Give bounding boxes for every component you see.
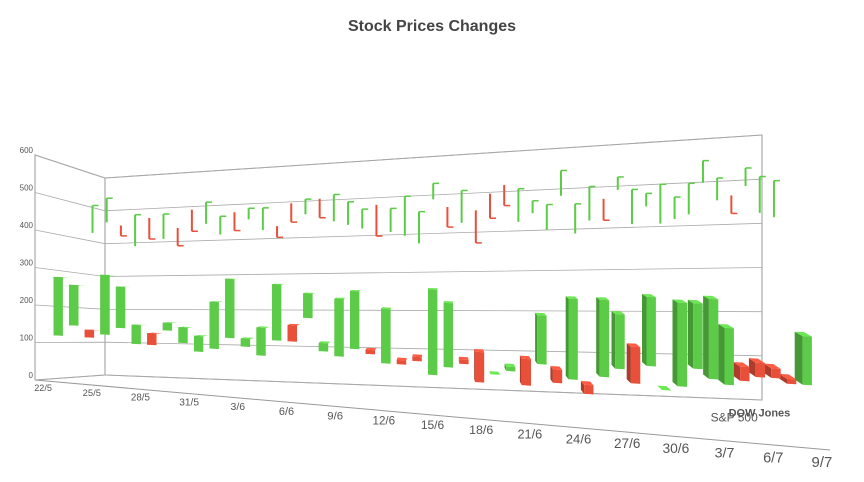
bar-side <box>520 356 522 386</box>
bar <box>725 328 734 385</box>
bar <box>350 291 359 349</box>
bar <box>506 367 515 372</box>
bar <box>678 303 687 387</box>
x-tick-label: 3/7 <box>715 446 735 462</box>
bar <box>241 339 250 348</box>
bar <box>147 333 156 345</box>
bar-side <box>612 311 616 369</box>
bar <box>85 330 94 338</box>
x-tick-label: 3/6 <box>231 401 246 413</box>
bar <box>740 367 749 382</box>
x-tick-label: 25/5 <box>83 387 101 398</box>
bar-side <box>627 343 631 383</box>
y-tick-label: 0 <box>29 371 34 380</box>
x-tick-label: 30/6 <box>662 441 689 456</box>
bar <box>334 299 343 357</box>
y-tick-label: 100 <box>20 334 34 343</box>
bar <box>381 309 390 364</box>
bar <box>194 336 203 352</box>
y-tick-label: 300 <box>20 259 34 268</box>
x-tick-label: 27/6 <box>614 436 640 451</box>
bar <box>647 297 656 367</box>
bar <box>569 299 578 380</box>
series-label: DOW Jones <box>729 408 791 420</box>
bar-top <box>489 371 500 375</box>
x-tick-label: 22/5 <box>34 383 52 393</box>
x-tick-label: 28/5 <box>131 393 151 404</box>
y-tick-label: 600 <box>20 146 34 155</box>
x-tick-label: 31/5 <box>179 397 199 408</box>
grid-line <box>35 223 762 243</box>
bar <box>163 323 172 331</box>
bar <box>397 360 406 365</box>
bar-side <box>535 313 537 364</box>
grid-line <box>35 179 762 211</box>
bar <box>256 328 265 356</box>
bar <box>803 336 812 385</box>
grid-line <box>35 135 762 178</box>
bar-side <box>596 297 600 377</box>
bar <box>709 299 718 380</box>
grid-line <box>35 268 762 277</box>
x-tick-label: 24/6 <box>566 431 591 446</box>
x-tick-label: 15/6 <box>421 418 445 432</box>
bar <box>756 363 765 378</box>
bar <box>584 385 593 395</box>
bar-side <box>673 299 678 386</box>
bar <box>615 314 624 369</box>
bar-top <box>657 386 671 391</box>
bar <box>787 379 796 384</box>
bar <box>366 350 375 355</box>
bar <box>428 290 437 376</box>
side-wall <box>35 155 105 380</box>
bar <box>69 285 78 326</box>
bar <box>537 315 546 364</box>
bar <box>272 284 281 341</box>
bar-side <box>703 296 709 379</box>
x-tick-label: 12/6 <box>373 414 396 427</box>
bar <box>522 359 531 386</box>
bar-side <box>688 300 694 369</box>
x-tick-label: 9/7 <box>812 455 833 471</box>
bar <box>303 293 312 318</box>
bar <box>412 357 421 362</box>
y-tick-label: 500 <box>20 184 34 193</box>
bar <box>553 369 562 383</box>
x-tick-label: 6/6 <box>279 406 294 418</box>
x-tick-label: 18/6 <box>469 423 493 437</box>
bar <box>459 359 468 364</box>
bar <box>100 275 109 335</box>
x-tick-label: 9/6 <box>327 411 343 423</box>
bar-side <box>642 294 647 366</box>
chart-title: Stock Prices Changes <box>348 18 516 35</box>
bar <box>210 302 219 349</box>
x-tick-label: 6/7 <box>763 450 783 466</box>
bar <box>475 352 484 383</box>
bar <box>116 287 125 329</box>
bar <box>631 347 640 384</box>
bar <box>600 300 609 378</box>
bar-side <box>718 324 724 385</box>
bar-side <box>566 296 569 379</box>
bar-side <box>474 349 475 382</box>
bar <box>132 325 141 345</box>
x-tick-label: 21/6 <box>517 428 542 442</box>
bar-top <box>444 301 454 303</box>
bar-top <box>428 288 437 290</box>
bar <box>288 325 297 342</box>
bar <box>54 277 63 336</box>
bar <box>225 279 234 339</box>
bar-top <box>474 349 484 352</box>
bar <box>319 343 328 352</box>
bar-top <box>505 364 516 368</box>
bar <box>693 303 702 369</box>
bar-side <box>795 332 803 385</box>
bar <box>771 368 780 378</box>
y-tick-label: 400 <box>20 221 34 230</box>
y-tick-label: 200 <box>20 296 34 305</box>
bar <box>178 327 187 343</box>
bar <box>444 303 453 368</box>
